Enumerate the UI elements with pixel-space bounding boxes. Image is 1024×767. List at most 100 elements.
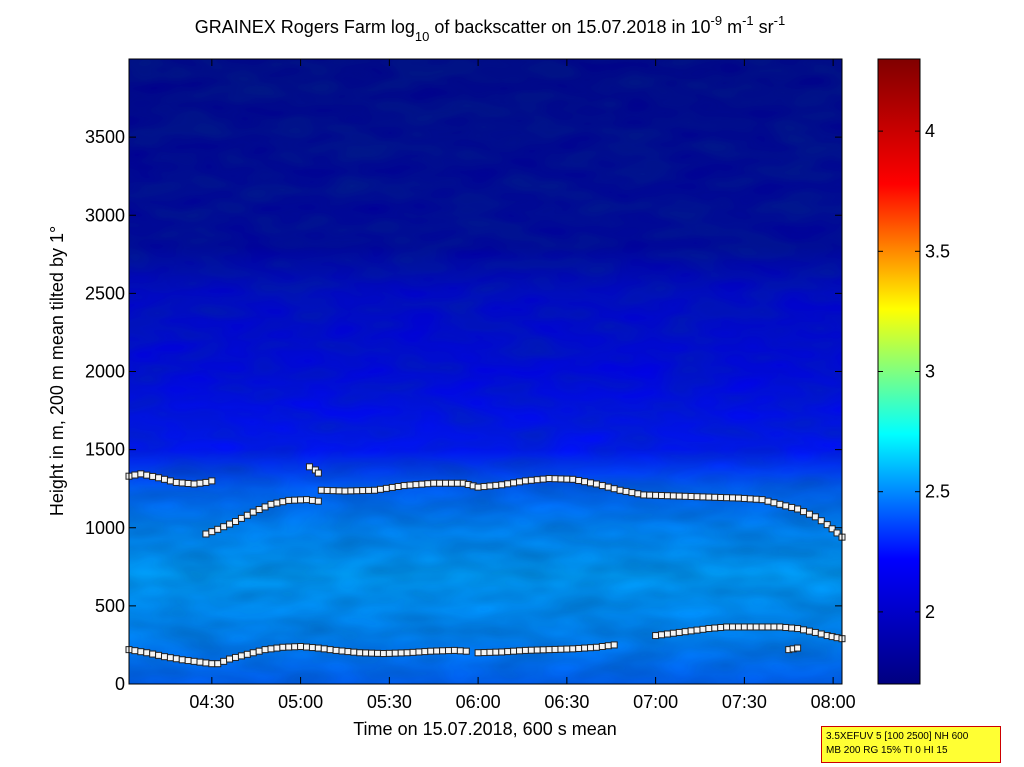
layer-point	[436, 479, 444, 487]
layer-point	[681, 492, 689, 500]
layer-point	[335, 487, 343, 495]
layer-point	[498, 648, 506, 656]
layer-point	[305, 463, 313, 471]
layer-point	[341, 487, 349, 495]
layer-point	[711, 493, 719, 501]
x-tick-label: 05:00	[278, 692, 323, 712]
layer-point	[137, 470, 145, 478]
layer-point	[794, 505, 802, 513]
x-axis-label: Time on 15.07.2018, 600 s mean	[353, 719, 617, 739]
layer-point	[800, 626, 808, 634]
layer-point	[587, 479, 595, 487]
layer-point	[581, 478, 589, 486]
layer-point	[746, 495, 754, 503]
layer-point	[385, 649, 393, 657]
layer-point	[828, 525, 836, 533]
layer-point	[705, 493, 713, 501]
layer-point	[291, 496, 299, 504]
layer-point	[406, 481, 414, 489]
layer-point	[424, 480, 432, 488]
layer-point	[480, 649, 488, 657]
layer-point	[314, 644, 322, 652]
layer-point	[196, 658, 204, 666]
layer-point	[717, 623, 725, 631]
layer-point	[516, 647, 524, 655]
layer-point	[776, 500, 784, 508]
layer-point	[794, 644, 802, 652]
layer-trace	[474, 641, 618, 657]
chart-title: GRAINEX Rogers Farm log10 of backscatter…	[195, 13, 785, 44]
title-exp-1: -9	[711, 13, 723, 28]
layer-point	[308, 644, 316, 652]
layer-point	[388, 483, 396, 491]
layer-point	[376, 485, 384, 493]
x-tick-label: 06:00	[456, 692, 501, 712]
layer-point	[569, 475, 577, 483]
layer-point	[149, 650, 157, 658]
layer-point	[400, 482, 408, 490]
layer-point	[232, 653, 240, 661]
layer-point	[788, 624, 796, 632]
layer-point	[592, 643, 600, 651]
layer-trace	[305, 463, 322, 477]
layer-point	[693, 493, 701, 501]
layer-point	[504, 480, 512, 488]
layer-point	[663, 492, 671, 500]
colorbar-fill	[877, 58, 921, 685]
layer-point	[196, 479, 204, 487]
layer-point	[658, 492, 666, 500]
layer-point	[208, 528, 216, 536]
y-axis: 0 500 1000 1500 2000 2500 3000 3500	[85, 127, 842, 694]
layer-point	[297, 643, 305, 650]
layer-point	[155, 651, 163, 659]
layer-point	[817, 517, 825, 525]
processing-info-box: 3.5XEFUV 5 [100 2500] NH 600 MB 200 RG 1…	[821, 726, 1001, 763]
x-tick-label: 07:30	[722, 692, 767, 712]
layer-point	[418, 480, 426, 488]
layer-point	[317, 486, 325, 494]
layer-point	[190, 480, 198, 488]
layer-point	[770, 623, 778, 631]
layer-point	[279, 498, 287, 506]
layer-point	[569, 645, 577, 653]
layer-point	[693, 626, 701, 634]
layer-point	[379, 650, 387, 658]
layer-point	[805, 510, 813, 518]
layer-point	[365, 486, 373, 494]
layer-point	[811, 513, 819, 521]
layer-point	[516, 478, 524, 486]
layer-point	[447, 479, 455, 487]
layer-point	[563, 475, 571, 483]
layer-point	[456, 647, 464, 655]
y-tick-label: 500	[95, 596, 125, 616]
layer-point	[539, 475, 547, 483]
layer-point	[687, 493, 695, 500]
layer-trace	[125, 470, 216, 488]
layer-point	[746, 623, 754, 631]
layer-point	[338, 647, 346, 655]
layer-point	[202, 659, 210, 667]
layer-point	[675, 628, 683, 636]
layer-point	[249, 508, 257, 516]
layer-point	[717, 493, 725, 501]
layer-point	[563, 645, 571, 653]
layer-point	[350, 648, 358, 656]
layer-point	[486, 482, 494, 490]
layer-point	[628, 489, 636, 497]
layer-point	[800, 508, 808, 516]
layer-point	[764, 497, 772, 505]
layer-point	[220, 523, 228, 531]
layer-point	[249, 649, 257, 657]
layer-point	[533, 476, 541, 484]
layer-point	[729, 494, 737, 502]
layer-point	[622, 487, 630, 495]
layer-point	[817, 630, 825, 638]
layer-point	[492, 648, 500, 656]
layer-point	[320, 645, 328, 653]
layer-point	[261, 646, 269, 654]
layer-point	[267, 645, 275, 653]
layer-point	[214, 660, 222, 668]
layer-point	[137, 648, 145, 656]
layer-point	[371, 486, 379, 494]
layer-point	[279, 643, 287, 651]
